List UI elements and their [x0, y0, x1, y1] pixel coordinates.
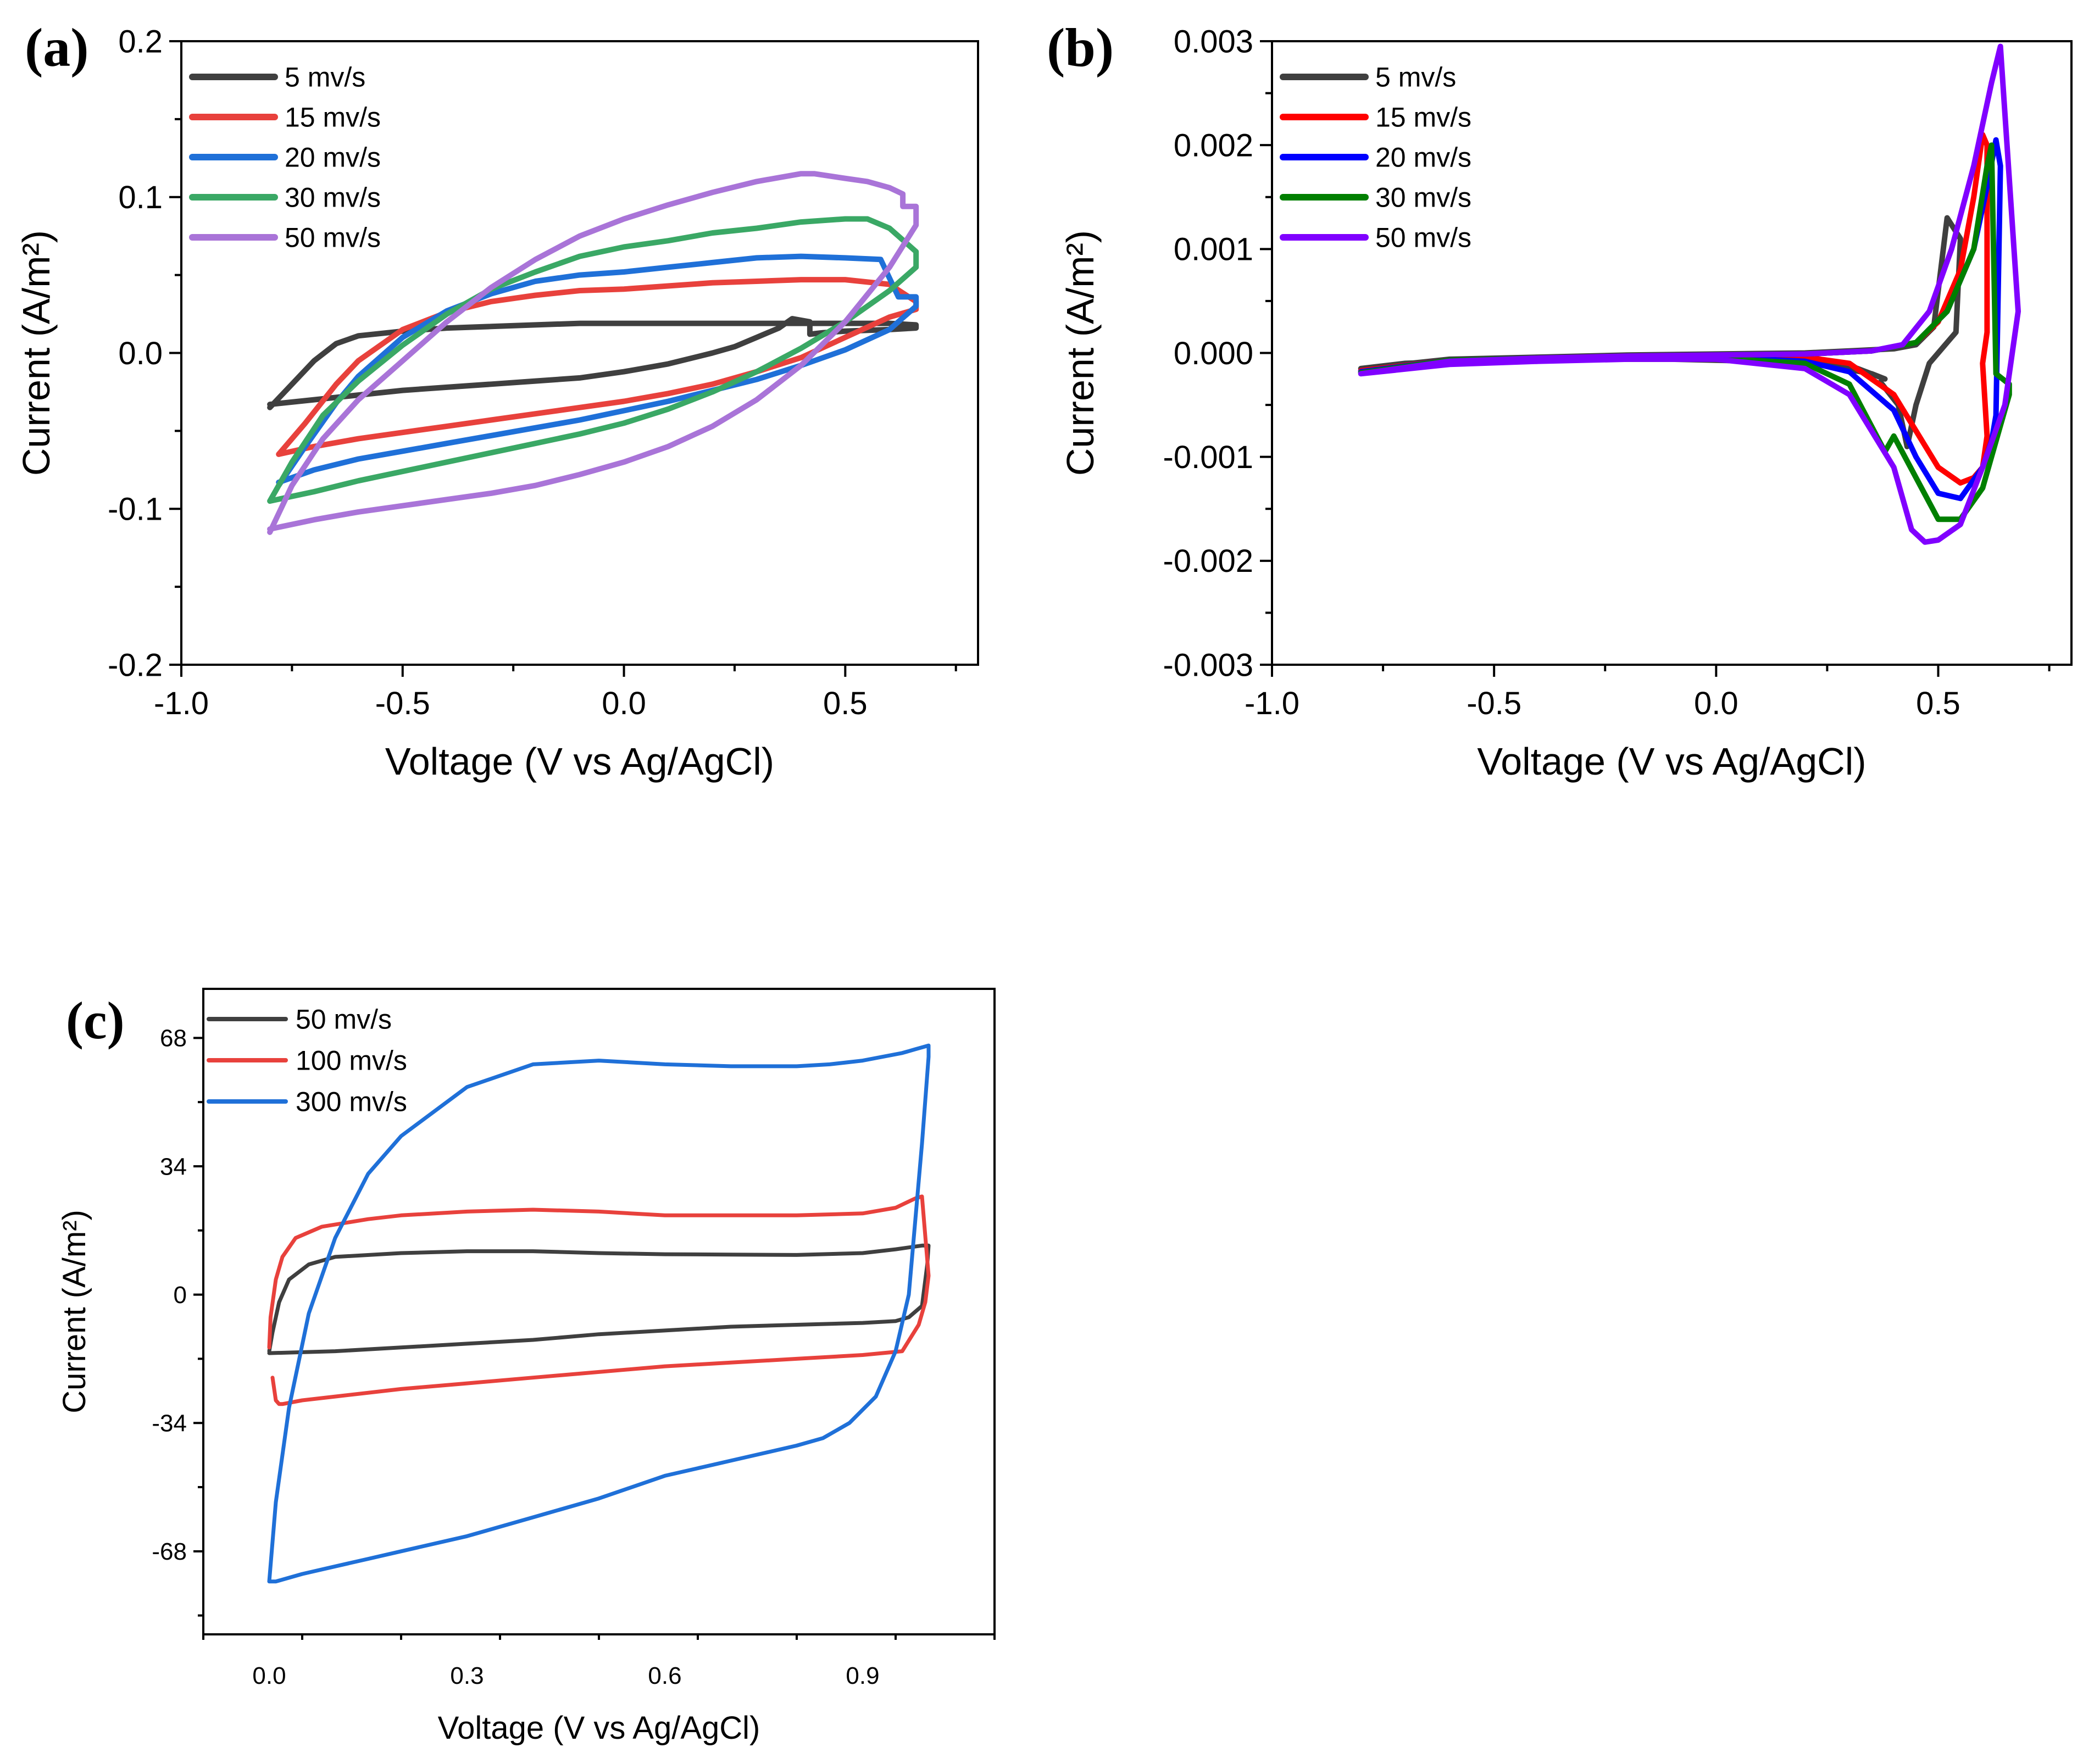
legend-label: 30 mv/s — [1375, 182, 1471, 213]
plot-area — [267, 171, 919, 535]
y-tick-label: 0 — [174, 1282, 187, 1309]
plot-area — [267, 1043, 931, 1584]
y-tick-label: 0.0 — [118, 336, 163, 371]
y-tick-label: 0.003 — [1174, 24, 1253, 59]
legend-label: 50 mv/s — [296, 1004, 392, 1035]
legend-label: 15 mv/s — [285, 102, 381, 133]
legend-label: 100 mv/s — [296, 1045, 407, 1076]
y-tick-label: 0.2 — [118, 24, 163, 59]
x-tick-label: -0.5 — [375, 686, 430, 721]
x-tick-label: 0.6 — [648, 1662, 681, 1689]
y-axis-label: Current (A/m²) — [15, 230, 58, 476]
series-line-5 — [267, 171, 919, 535]
y-tick-label: -0.2 — [108, 647, 163, 683]
y-tick-label: 0.001 — [1174, 232, 1253, 268]
y-tick-label: 0.1 — [118, 180, 163, 215]
x-axis-label: Voltage (V vs Ag/AgCl) — [438, 1710, 760, 1746]
x-tick-label: 0.5 — [823, 686, 868, 721]
y-tick-label: -0.001 — [1163, 439, 1253, 475]
legend: 5 mv/s 15 mv/s 20 mv/s 30 mv/s 50 mv/s — [1280, 62, 1471, 253]
x-tick-label: -1.0 — [1245, 686, 1299, 721]
legend-label: 5 mv/s — [285, 62, 365, 93]
x-tick-label: -1.0 — [154, 686, 209, 721]
series-line-5 — [1358, 43, 2021, 545]
legend-label: 300 mv/s — [296, 1087, 407, 1117]
y-tick-label: 34 — [160, 1153, 187, 1180]
panel-letter: (b) — [1047, 17, 1114, 78]
y-tick-label: 0.000 — [1174, 336, 1253, 371]
x-tick-label: 0.0 — [252, 1662, 286, 1689]
legend: 50 mv/s 100 mv/s 300 mv/s — [207, 1004, 407, 1117]
x-axis-label: Voltage (V vs Ag/AgCl) — [1477, 740, 1866, 783]
y-tick-label: -34 — [152, 1410, 187, 1437]
x-tick-label: 0.0 — [602, 686, 646, 721]
y-axis-label: Current (A/m²) — [57, 1210, 92, 1414]
y-axis-label: Current (A/m²) — [1059, 230, 1102, 476]
chart-panel-a: -1.0 -0.5 0.0 0.5 -0.2 -0.1 0.0 0.1 0.2 Voltage (… — [15, 17, 979, 783]
series-line-1 — [267, 1243, 931, 1355]
y-tick-label: -0.1 — [108, 492, 163, 527]
legend-label: 20 mv/s — [1375, 142, 1471, 173]
panel-letter: (c) — [66, 991, 125, 1050]
legend-label: 50 mv/s — [1375, 222, 1471, 253]
chart-panel-c: 0.0 0.3 0.6 0.9 -68 -34 0 34 68 Voltage (V vs Ag/… — [57, 988, 996, 1746]
series-line-3 — [267, 1043, 931, 1584]
y-tick-label: -0.003 — [1163, 647, 1253, 683]
x-tick-label: 0.5 — [1916, 686, 1960, 721]
plot-frame — [180, 40, 979, 666]
series-line-2 — [267, 1194, 931, 1406]
x-tick-label: 0.0 — [1694, 686, 1738, 721]
plot-frame — [202, 988, 996, 1635]
x-tick-label: -0.5 — [1467, 686, 1521, 721]
y-tick-label: 68 — [160, 1025, 187, 1052]
panel-letter: (a) — [25, 17, 89, 78]
y-tick-label: -68 — [152, 1538, 187, 1565]
legend-label: 30 mv/s — [285, 182, 381, 213]
legend-label: 50 mv/s — [285, 222, 381, 253]
legend-label: 20 mv/s — [285, 142, 381, 173]
legend-label: 5 mv/s — [1375, 62, 1456, 93]
x-axis-label: Voltage (V vs Ag/AgCl) — [385, 740, 774, 783]
legend-label: 15 mv/s — [1375, 102, 1471, 133]
x-tick-label: 0.3 — [450, 1662, 484, 1689]
x-tick-label: 0.9 — [846, 1662, 879, 1689]
y-tick-label: -0.002 — [1163, 543, 1253, 579]
chart-panel-b: -1.0 -0.5 0.0 0.5 -0.003 -0.002 -0.001 0.000 0.0… — [1047, 17, 2073, 783]
plot-area — [1358, 43, 2021, 545]
legend: 5 mv/s 15 mv/s 20 mv/s 30 mv/s 50 mv/s — [189, 62, 381, 253]
y-tick-label: 0.002 — [1174, 127, 1253, 163]
